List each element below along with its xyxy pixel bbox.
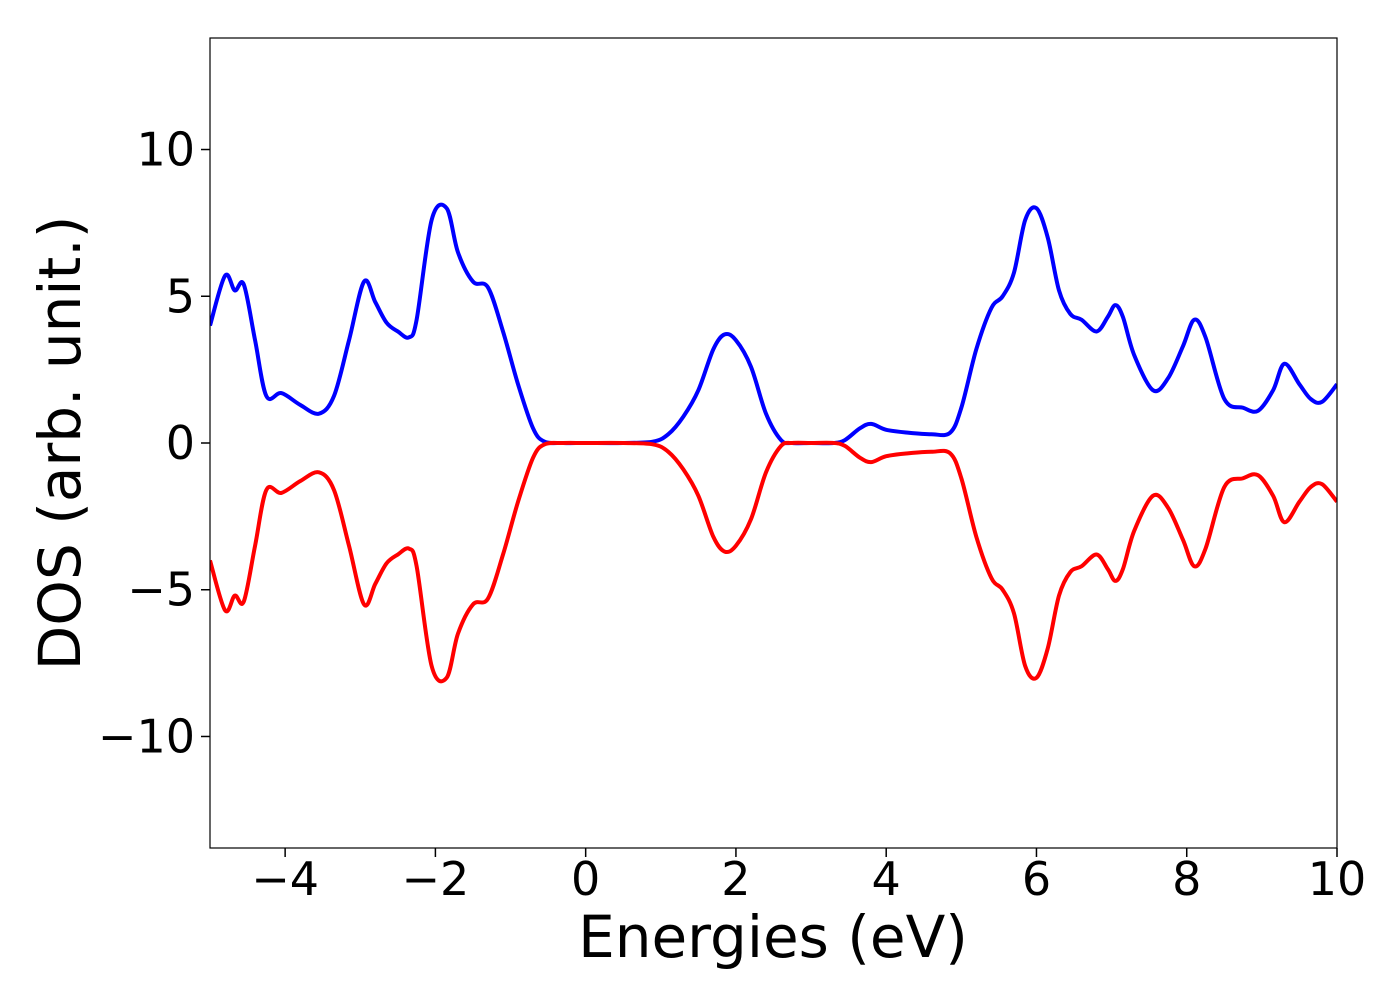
x-axis: −4 −2 0 2 4 6 8 10 [251,848,1366,906]
series-line-0 [210,202,1337,446]
y-tick-label: −10 [98,709,195,763]
y-tick-label: 5 [166,269,195,323]
x-tick-label: 8 [1172,852,1201,906]
x-tick-label: 2 [721,852,750,906]
plot-frame [209,37,1338,849]
series-line-1 [210,440,1337,684]
x-axis-title: Energies (eV) [578,903,968,971]
series-layer [210,202,1337,684]
x-tick-label: 4 [872,852,901,906]
y-axis-title: DOS (arb. unit.) [26,216,94,671]
x-tick-label: −4 [251,852,319,906]
x-tick-label: 0 [571,852,600,906]
y-axis: −10 −5 0 5 10 [98,123,210,763]
y-tick-label: 0 [166,416,195,470]
y-tick-label: 10 [136,123,195,177]
x-tick-label: −2 [401,852,469,906]
x-tick-label: 10 [1308,852,1367,906]
y-tick-label: −5 [127,563,195,617]
x-tick-label: 6 [1022,852,1051,906]
